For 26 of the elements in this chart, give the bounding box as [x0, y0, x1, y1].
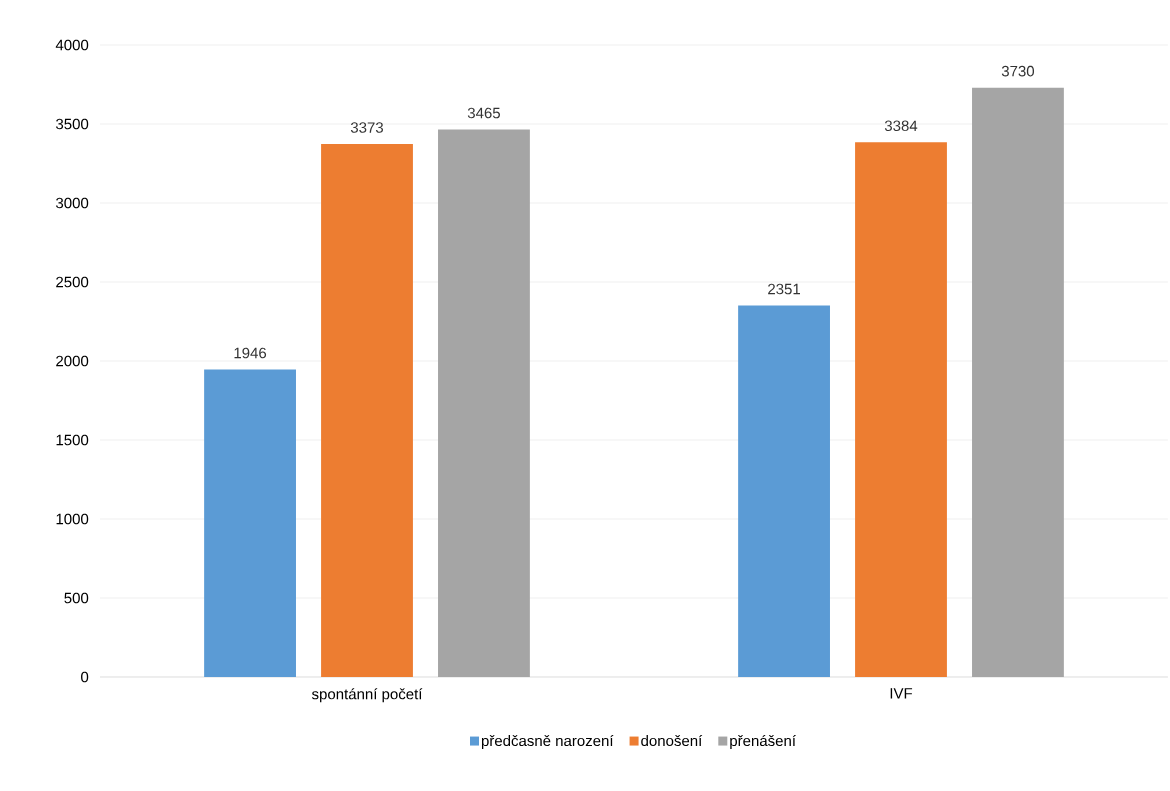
legend-label: přenášení	[730, 734, 796, 750]
bar	[738, 305, 830, 677]
data-label: 3730	[1001, 65, 1035, 77]
x-tick-label: IVF	[890, 688, 913, 699]
x-tick-label: spontánní početí	[311, 688, 423, 703]
data-label: 1946	[234, 347, 267, 359]
bar	[972, 87, 1064, 677]
y-tick-label: 3000	[56, 197, 89, 209]
y-tick-label: 3500	[56, 118, 89, 130]
y-tick-label: 1500	[56, 434, 89, 446]
bar	[321, 144, 413, 677]
y-tick-label: 2000	[56, 355, 89, 367]
legend-label: předčasně narození	[481, 734, 614, 750]
y-tick-label: 4000	[55, 39, 89, 51]
y-tick-label: 0	[81, 671, 89, 683]
y-tick-label: 500	[64, 592, 89, 604]
legend-label: donošení	[641, 734, 703, 747]
bar	[855, 142, 947, 677]
data-label: 3373	[350, 122, 384, 133]
bar	[438, 129, 530, 677]
bar	[204, 369, 296, 677]
data-label: 3384	[884, 120, 918, 132]
data-label: 3465	[467, 107, 500, 119]
data-label: 2351	[768, 283, 800, 295]
y-tick-label: 2500	[56, 276, 89, 288]
y-tick-label: 1000	[56, 513, 89, 525]
